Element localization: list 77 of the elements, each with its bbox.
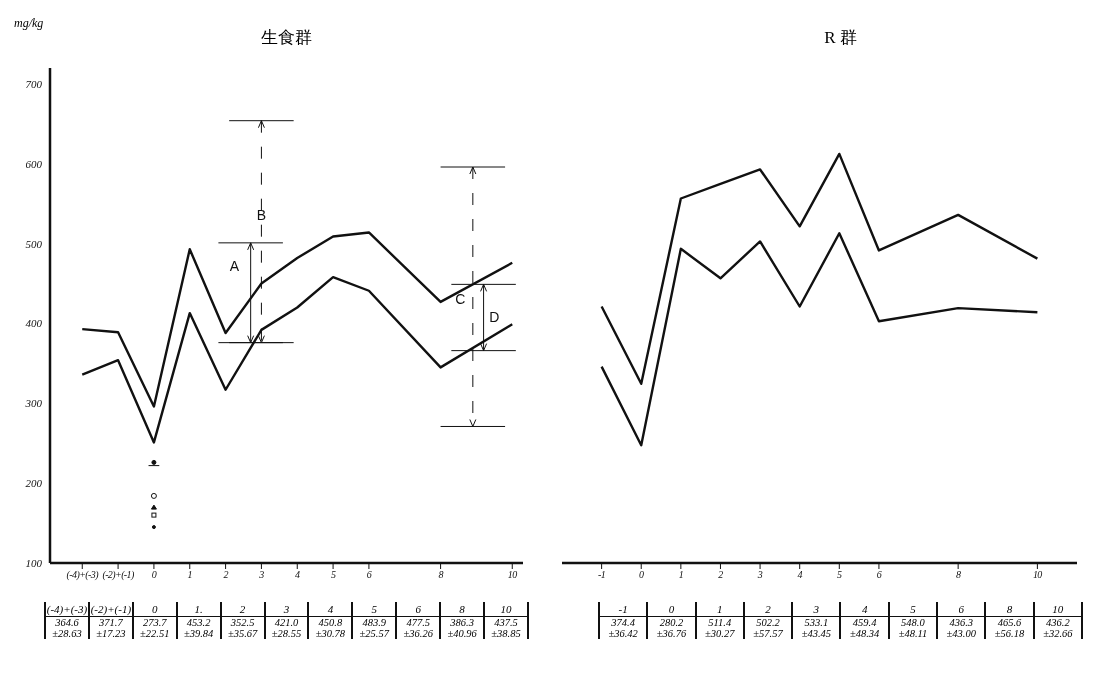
text: 436.2 ±32.66 <box>1033 616 1082 639</box>
text: 511.4 ±30.27 <box>695 616 744 639</box>
text: 8 <box>440 602 485 617</box>
text: 364.6 ±28.63 <box>45 616 89 639</box>
text: 1. <box>176 602 221 617</box>
x-tick-label: 1 <box>187 569 192 581</box>
text: 371.7 ±17.23 <box>88 616 133 639</box>
x-tick-label: 4 <box>797 569 803 581</box>
x-tick-label: 6 <box>366 569 372 581</box>
y-tick-label: 600 <box>25 157 43 170</box>
text: 2 <box>743 602 793 617</box>
y-tick-label: 100 <box>25 556 43 569</box>
annotation: B <box>256 207 267 224</box>
text: 2 <box>220 602 265 617</box>
chart-title: R 群 <box>823 27 858 49</box>
text: 5 <box>352 602 397 617</box>
annotation: D <box>489 309 500 326</box>
text: (-4)+(-3) <box>45 602 89 617</box>
x-tick-label: 10 <box>1032 569 1043 581</box>
annotation: C <box>455 291 466 308</box>
x-tick-label: 2 <box>223 569 229 581</box>
x-tick-label: 8 <box>438 569 444 581</box>
text: 1 <box>695 602 744 617</box>
text: 386.3 ±40.96 <box>440 616 485 639</box>
chart-title: 生食群 <box>260 27 313 49</box>
y-tick-label: 700 <box>25 77 43 90</box>
x-tick-label: 5 <box>330 569 336 581</box>
y-axis-title: mg/kg <box>14 16 44 31</box>
text: 8 <box>985 602 1034 617</box>
x-tick-label: 0 <box>151 569 157 581</box>
text: -1 <box>599 602 648 617</box>
text: 6 <box>396 602 441 617</box>
x-tick-label: (-2)+(-1) <box>102 569 136 582</box>
text: 548.0 ±48.11 <box>888 616 938 639</box>
x-tick-label: 1 <box>678 569 684 581</box>
x-tick-label: 6 <box>876 569 882 581</box>
text: 3 <box>792 602 841 617</box>
text: 3 <box>264 602 309 617</box>
text: 450.8 ±30.78 <box>308 616 353 639</box>
text: 502.2 ±57.57 <box>743 616 793 639</box>
text: 453.2 ±39.84 <box>176 616 221 639</box>
x-tick-label: 2 <box>718 569 724 581</box>
text: 273.7 ±22.51 <box>132 616 177 639</box>
text: 374.4 ±36.42 <box>599 616 648 639</box>
text: 437.5 ±38.85 <box>484 616 528 639</box>
x-tick-label: 3 <box>756 569 763 581</box>
y-tick-label: 200 <box>25 477 43 490</box>
text: 352.5 ±35.67 <box>220 616 265 639</box>
x-tick-label: 3 <box>258 569 265 581</box>
x-tick-label: 5 <box>837 569 843 581</box>
y-tick-label: 300 <box>24 397 43 410</box>
text: 4 <box>308 602 353 617</box>
x-tick-label: 8 <box>955 569 961 581</box>
annotation: A <box>229 258 240 275</box>
text: 483.9 ±25.57 <box>352 616 397 639</box>
text: 459.4 ±48.34 <box>840 616 889 639</box>
text: 280.2 ±36.76 <box>647 616 696 639</box>
text: 6 <box>937 602 986 617</box>
x-tick-label: -1 <box>598 569 606 581</box>
y-tick-label: 500 <box>25 237 43 250</box>
text: 0 <box>647 602 696 617</box>
text: 10 <box>484 602 528 617</box>
text: 465.6 ±56.18 <box>985 616 1034 639</box>
text: 477.5 ±36.26 <box>396 616 441 639</box>
text: (-2)+(-1) <box>88 602 133 617</box>
x-tick-label: (-4)+(-3) <box>66 569 100 582</box>
y-tick-label: 400 <box>25 317 43 330</box>
text: 421.0 ±28.55 <box>264 616 309 639</box>
text: 436.3 ±43.00 <box>937 616 986 639</box>
text: 10 <box>1033 602 1082 617</box>
x-tick-label: 4 <box>295 569 301 581</box>
text: 533.1 ±43.45 <box>792 616 841 639</box>
text: 4 <box>840 602 889 617</box>
x-tick-label: 0 <box>639 569 645 581</box>
text: 5 <box>888 602 938 617</box>
x-tick-label: 10 <box>507 569 518 581</box>
text: 0 <box>132 602 177 617</box>
